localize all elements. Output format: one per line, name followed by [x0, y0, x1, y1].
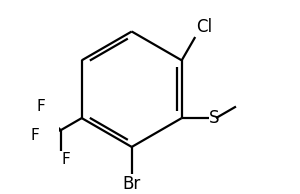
Text: F: F	[62, 152, 70, 167]
Text: Cl: Cl	[196, 18, 212, 36]
Text: F: F	[36, 99, 45, 114]
Text: F: F	[31, 128, 39, 143]
Text: Br: Br	[123, 175, 141, 193]
Text: S: S	[209, 109, 220, 127]
